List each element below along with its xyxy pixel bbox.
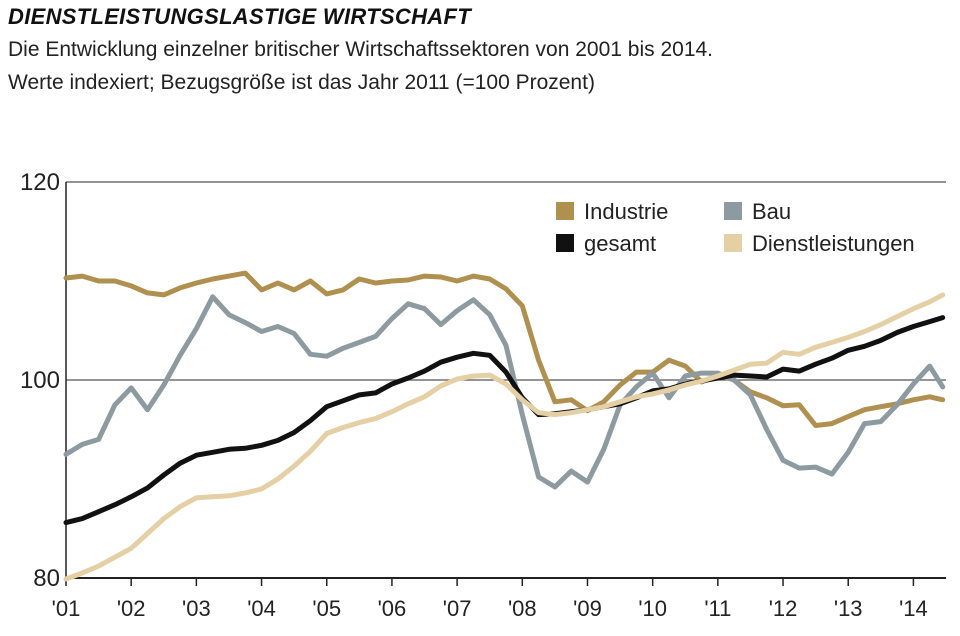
- x-tick-label: '13: [834, 596, 863, 621]
- chart-axes: 80 100 120 '01 '02 '03 '04 '05 '06 '07 '08 '09 '10 '1…: [20, 169, 946, 621]
- chart-series-lines: [63, 270, 946, 582]
- legend-label-industrie: Industrie: [584, 199, 668, 224]
- series-line-dienstleistungen: [63, 292, 946, 582]
- series-line-industrie: [63, 270, 946, 428]
- x-tick-label: '10: [638, 596, 667, 621]
- x-tick-label: '01: [52, 596, 81, 621]
- chart-title: DIENSTLEISTUNGSLASTIGE WIRTSCHAFT: [8, 4, 471, 29]
- x-tick-label: '02: [117, 596, 146, 621]
- series-line-gesamt: [63, 315, 946, 526]
- legend-swatch-gesamt: [556, 234, 574, 252]
- x-tick-label: '14: [899, 596, 928, 621]
- y-tick-label: 120: [20, 169, 60, 196]
- legend-swatch-industrie: [556, 202, 574, 220]
- legend-swatch-dienstleistungen: [724, 234, 742, 252]
- chart-subtitle-line-2: Werte indexiert; Bezugsgröße ist das Jah…: [8, 71, 595, 94]
- x-tick-label: '11: [704, 596, 731, 621]
- legend-label-bau: Bau: [752, 199, 791, 224]
- x-tick-label: '03: [182, 596, 211, 621]
- x-tick-label: '07: [443, 596, 472, 621]
- y-tick-label: 80: [33, 565, 60, 592]
- chart-subtitle-line-1: Die Entwicklung einzelner britischer Wir…: [8, 38, 714, 61]
- legend-label-gesamt: gesamt: [584, 231, 656, 256]
- legend-label-dienstleistungen: Dienstleistungen: [752, 231, 915, 256]
- x-tick-label: '04: [247, 596, 276, 621]
- x-tick-label: '06: [378, 596, 407, 621]
- series-line-bau: [63, 294, 946, 490]
- x-tick-label: '12: [769, 596, 798, 621]
- y-tick-label: 100: [20, 367, 60, 394]
- x-tick-label: '09: [573, 596, 602, 621]
- x-tick-label: '05: [312, 596, 341, 621]
- x-tick-label: '08: [508, 596, 537, 621]
- legend-swatch-bau: [724, 202, 742, 220]
- chart-legend: Industrie Bau gesamt Dienstleistungen: [556, 199, 915, 256]
